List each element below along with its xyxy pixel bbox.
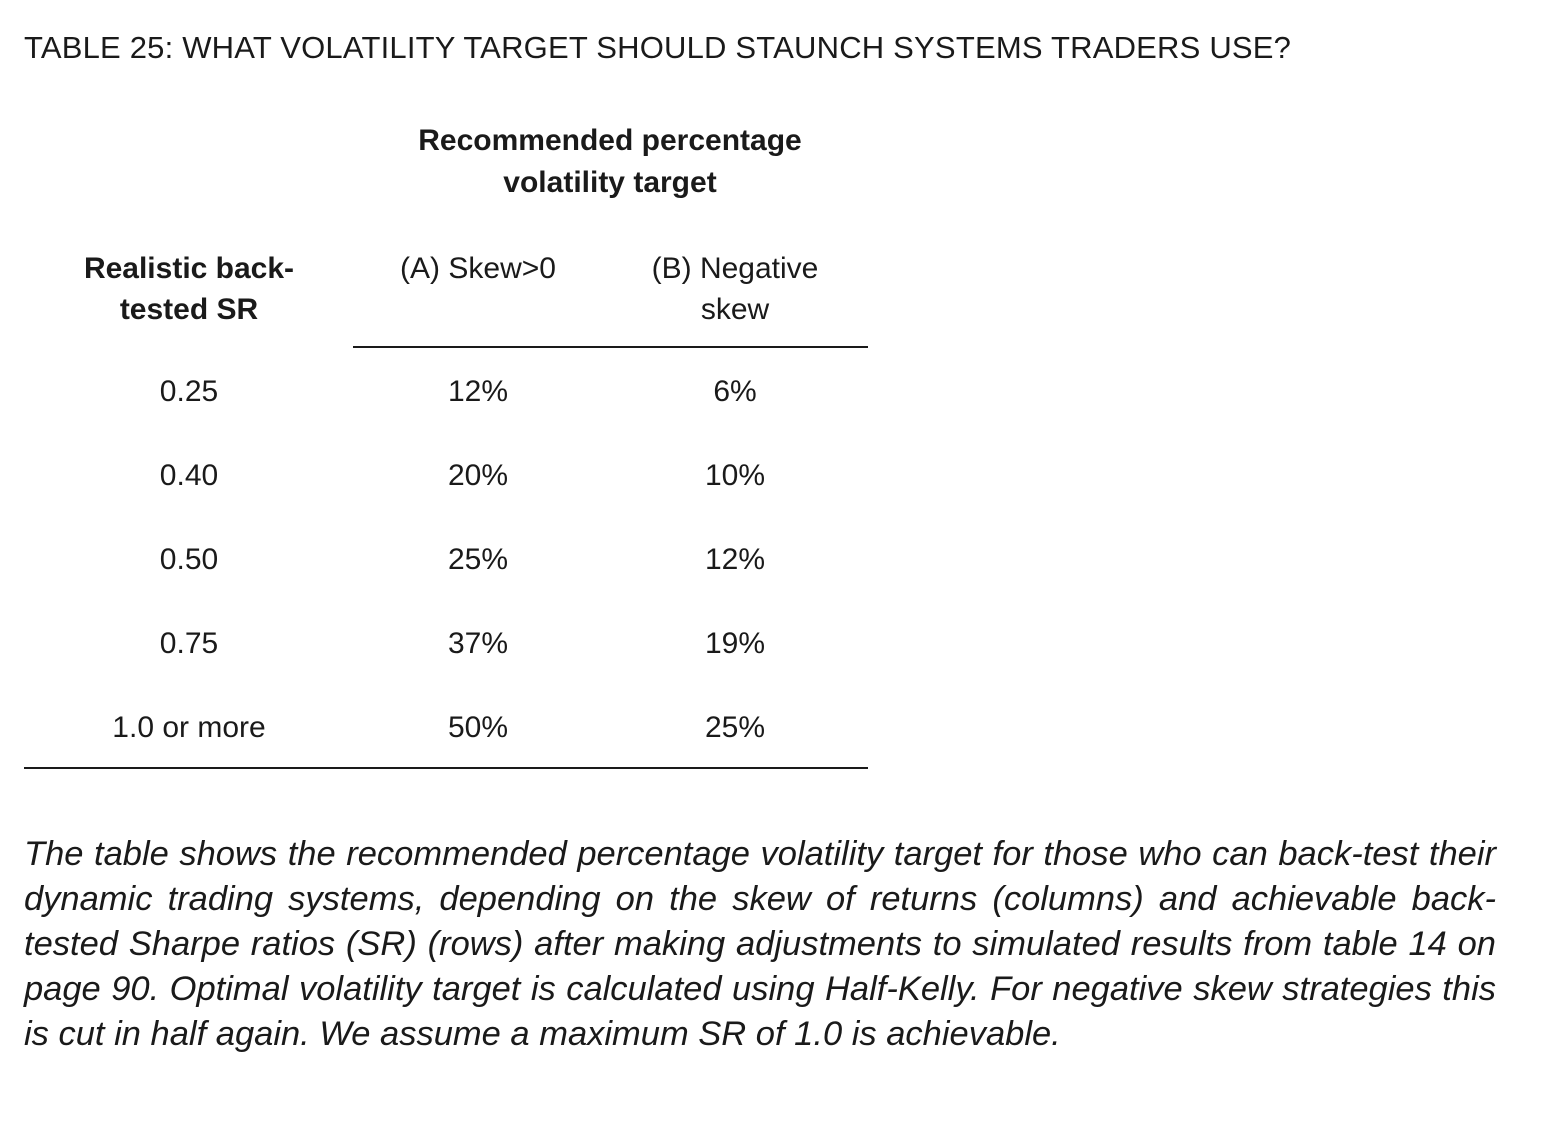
column-header-skew-positive: (A) Skew>0 bbox=[354, 248, 602, 289]
column-header-b-line2: skew bbox=[700, 293, 770, 326]
table-caption: The table shows the recommended percenta… bbox=[24, 835, 1496, 1053]
group-header-line1: Recommended percentage bbox=[418, 124, 802, 157]
column-header-b-line1: (B) Negative bbox=[651, 252, 819, 285]
group-header: Recommended percentage volatility target bbox=[360, 120, 860, 204]
cell-negative-skew: 25% bbox=[704, 711, 766, 744]
cell-negative-skew: 6% bbox=[713, 375, 757, 408]
header-divider bbox=[353, 346, 868, 348]
table-title: TABLE 25: WHAT VOLATILITY TARGET SHOULD … bbox=[24, 30, 1292, 65]
column-header-a-line1: (A) Skew>0 bbox=[400, 252, 556, 285]
column-header-negative-skew: (B) Negative skew bbox=[602, 248, 868, 330]
table-bottom-rule bbox=[24, 767, 868, 769]
cell-skew-positive: 37% bbox=[447, 627, 509, 660]
group-header-line2: volatility target bbox=[503, 166, 717, 199]
column-header-sr-line2: tested SR bbox=[119, 293, 259, 326]
cell-skew-positive: 25% bbox=[447, 543, 509, 576]
cell-skew-positive: 20% bbox=[447, 459, 509, 492]
cell-negative-skew: 10% bbox=[704, 459, 766, 492]
cell-negative-skew: 19% bbox=[704, 627, 766, 660]
column-header-sr: Realistic back- tested SR bbox=[24, 248, 354, 330]
column-header-sr-line1: Realistic back- bbox=[83, 252, 295, 285]
cell-sr: 0.40 bbox=[159, 459, 219, 492]
cell-sr: 0.50 bbox=[159, 543, 219, 576]
cell-skew-positive: 12% bbox=[447, 375, 509, 408]
cell-sr: 1.0 or more bbox=[112, 711, 266, 744]
cell-skew-positive: 50% bbox=[447, 711, 509, 744]
cell-sr: 0.25 bbox=[159, 375, 219, 408]
cell-negative-skew: 12% bbox=[704, 543, 766, 576]
cell-sr: 0.75 bbox=[159, 627, 219, 660]
